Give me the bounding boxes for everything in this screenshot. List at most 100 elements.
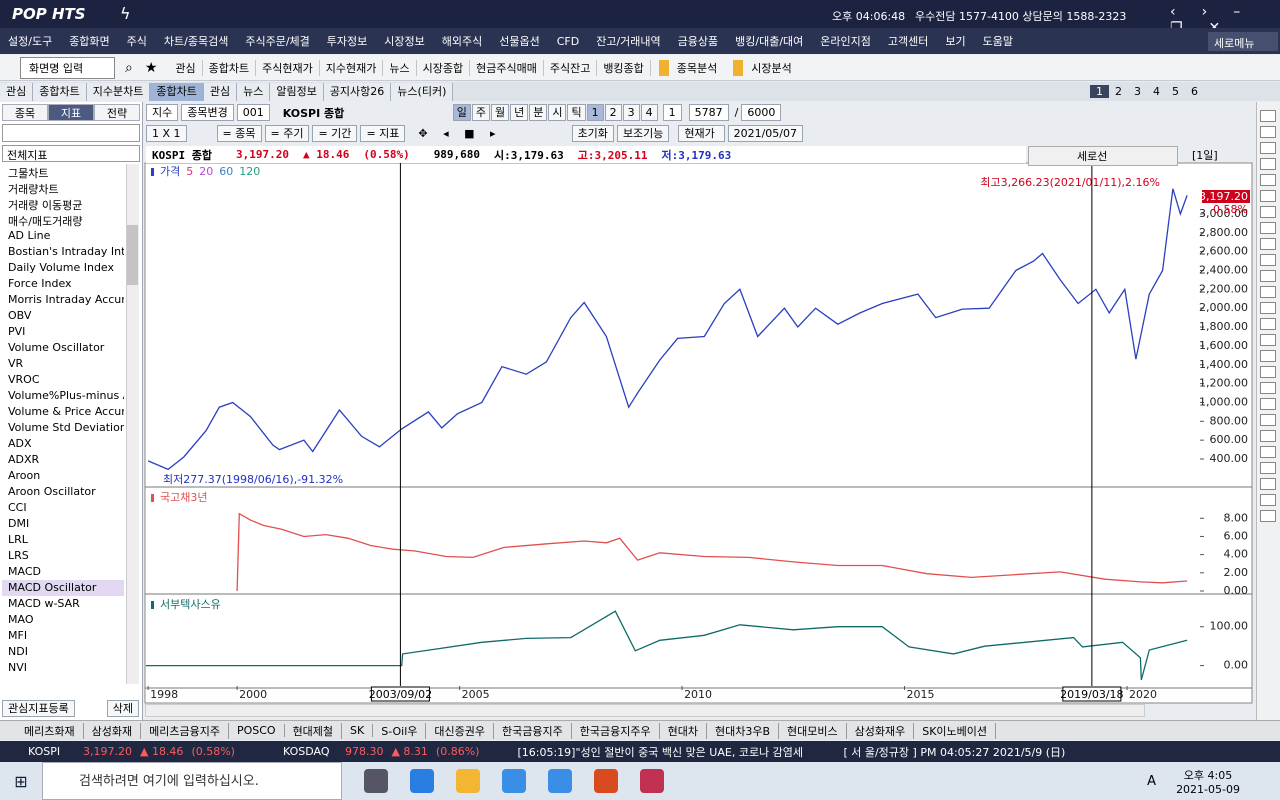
chart-select[interactable]: 001 (236, 104, 270, 121)
stock-tab[interactable]: 현대차3우B (707, 722, 779, 739)
start-button[interactable]: ⊞ (14, 771, 28, 791)
menu-item[interactable]: 선물옵션 (499, 35, 540, 48)
taskbar-app[interactable] (502, 769, 526, 793)
drawing-tool[interactable] (1260, 462, 1276, 474)
drawing-tool[interactable] (1260, 158, 1276, 170)
sync-option[interactable]: = 주기 (264, 125, 310, 142)
indicator-item[interactable]: MAO (8, 613, 34, 626)
indicator-item[interactable]: NVI (8, 661, 27, 674)
drawing-tool[interactable] (1260, 302, 1276, 314)
chart-control[interactable]: 보조기능 (616, 125, 670, 142)
menu-item[interactable]: CFD (556, 34, 580, 48)
period-button[interactable]: 주 (471, 104, 490, 121)
chart-input[interactable]: 1 (662, 104, 682, 121)
toolbar-item[interactable]: 종합차트 (203, 59, 257, 76)
indicator-item[interactable]: LRS (8, 549, 29, 562)
menu-item[interactable]: 시장정보 (384, 35, 425, 48)
indicator-item[interactable]: AD Line (8, 229, 51, 242)
menu-item[interactable]: 금융상품 (677, 35, 719, 48)
stock-tab[interactable]: SK (342, 724, 374, 737)
taskbar-app[interactable] (410, 769, 434, 793)
multiplier-button[interactable]: 4 (640, 104, 658, 121)
indicator-item[interactable]: ADX (8, 437, 32, 450)
indicator-item[interactable]: DMI (8, 517, 30, 530)
sidebar-tab[interactable]: 전략 (94, 104, 140, 121)
menu-item[interactable]: 도움말 (982, 35, 1013, 48)
drawing-tool[interactable] (1260, 318, 1276, 330)
indicator-item[interactable]: MACD w-SAR (8, 597, 80, 610)
page-tab[interactable]: 2 (1115, 85, 1122, 98)
stock-tab[interactable]: 한국금융지주우 (572, 722, 660, 739)
multiplier-button[interactable]: 2 (604, 104, 622, 121)
stock-tab[interactable]: 삼성화재 (84, 722, 142, 739)
drawing-tool[interactable] (1260, 142, 1276, 154)
chart-input[interactable]: 5787 (688, 104, 729, 121)
sync-option[interactable]: = 종목 (216, 125, 262, 142)
indicator-item[interactable]: 그물차트 (8, 167, 49, 180)
page-tab[interactable]: 1 (1090, 85, 1109, 98)
page-tab[interactable]: 4 (1153, 85, 1160, 98)
sidebar-button[interactable]: 삭제 (106, 699, 139, 717)
menu-item[interactable]: 고객센터 (887, 35, 929, 48)
chart-input[interactable]: 6000 (741, 104, 782, 121)
sidebar-search[interactable] (2, 124, 140, 142)
taskbar-app[interactable] (640, 769, 664, 793)
chart-control[interactable]: 2021/05/07 (727, 125, 803, 142)
sidebar-scroll-thumb[interactable] (127, 225, 138, 285)
drawing-tool[interactable] (1260, 414, 1276, 426)
toolbar-item[interactable]: 관심 (169, 59, 203, 76)
taskbar-app[interactable] (594, 769, 618, 793)
star-icon[interactable]: ★ (144, 59, 158, 76)
tab[interactable]: 관심 (203, 82, 238, 101)
drawing-tool[interactable] (1260, 366, 1276, 378)
chart-select[interactable]: 지수 (146, 104, 179, 121)
tab[interactable]: 종합차트 (150, 82, 204, 101)
indicator-item[interactable]: Daily Volume Index (8, 261, 115, 274)
indicator-item[interactable]: MACD Oscillator (2, 580, 124, 596)
period-button[interactable]: 월 (490, 104, 510, 121)
toolbar-item[interactable]: 주식현재가 (256, 59, 320, 76)
stock-tab[interactable]: S-Oil우 (373, 722, 427, 739)
menu-item[interactable]: 온라인지점 (820, 35, 871, 48)
tab[interactable]: 알림정보 (270, 82, 324, 101)
toolbar-item[interactable]: 주식잔고 (544, 59, 598, 76)
stock-tab[interactable]: 현대제철 (285, 722, 343, 739)
tab[interactable]: 지수분차트 (86, 82, 151, 101)
tab[interactable]: 관심 (0, 82, 34, 101)
sync-option[interactable]: = 기간 (312, 125, 358, 142)
chart-select[interactable]: 종목변경 (181, 104, 234, 121)
toolbar-item[interactable]: 지수현재가 (320, 59, 384, 76)
tab[interactable]: 뉴스(티커) (391, 82, 454, 101)
drawing-tool[interactable] (1260, 206, 1276, 218)
multiplier-button[interactable]: 1 (586, 104, 604, 121)
period-button[interactable]: 틱 (567, 104, 586, 121)
sync-option[interactable]: = 지표 (360, 125, 406, 142)
menu-item[interactable]: 뱅킹/대출/대여 (735, 35, 804, 48)
indicator-item[interactable]: Aroon (8, 469, 41, 482)
page-tab[interactable]: 6 (1191, 85, 1198, 98)
drawing-tool[interactable] (1260, 254, 1276, 266)
drawing-tool[interactable] (1260, 446, 1276, 458)
toolbar-item[interactable]: 시장종합 (417, 59, 471, 76)
indicator-item[interactable]: Volume Oscillator (8, 341, 105, 354)
screen-input[interactable]: 화면명 입력 (20, 56, 115, 79)
taskbar-search[interactable]: 검색하려면 여기에 입력하십시오. (42, 762, 342, 800)
sidebar-button[interactable]: 관심지표등록 (2, 699, 75, 717)
menu-item[interactable]: 종합화면 (69, 35, 110, 48)
menu-item[interactable]: 설정/도구 (8, 35, 53, 48)
chart-control[interactable]: 현재가 (678, 125, 725, 142)
menu-item[interactable]: 해외주식 (441, 35, 483, 48)
indicator-item[interactable]: Morris Intraday Accumu (8, 293, 124, 306)
layout-button[interactable]: 1 X 1 (146, 125, 187, 142)
indicator-item[interactable]: OBV (8, 309, 32, 322)
drawing-tool[interactable] (1260, 126, 1276, 138)
indicator-item[interactable]: MACD (8, 565, 41, 578)
chart-scrollbar[interactable] (145, 704, 1145, 717)
drawing-tool[interactable] (1260, 382, 1276, 394)
indicator-item[interactable]: MFI (8, 629, 28, 642)
page-tab[interactable]: 5 (1172, 85, 1179, 98)
indicator-item[interactable]: VR (8, 357, 24, 370)
indicator-item[interactable]: Bostian's Intraday Intens (8, 245, 124, 258)
drawing-tool[interactable] (1260, 350, 1276, 362)
toolbar-folder[interactable]: 시장분석 (733, 59, 799, 76)
